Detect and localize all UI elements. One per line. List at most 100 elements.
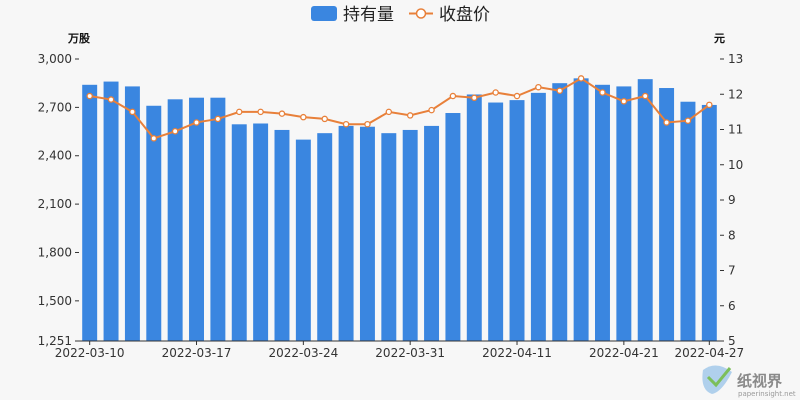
left-axis-unit: 万股 [67, 32, 91, 45]
holdings-bar [167, 99, 183, 341]
holdings-bar [659, 88, 675, 341]
x-tick-label: 2022-03-31 [375, 346, 445, 360]
right-tick-label: 13 [728, 52, 743, 66]
holdings-bar [680, 101, 696, 342]
x-tick-label: 2022-03-10 [55, 346, 125, 360]
watermark-title: 纸视界 [737, 372, 782, 390]
price-line-path [89, 77, 710, 140]
holdings-bar [381, 133, 397, 341]
price-point [171, 128, 179, 135]
right-tick-label: 8 [728, 228, 736, 242]
watermark-logo-icon [702, 365, 732, 394]
price-point [321, 115, 328, 123]
price-point [641, 92, 649, 100]
price-series [86, 75, 713, 142]
left-tick-label: 3,000 [38, 52, 72, 66]
left-tick-label: 1,251 [38, 334, 72, 348]
right-tick-label: 9 [728, 193, 736, 207]
legend-label-price: 收盘价 [439, 5, 490, 25]
holdings-bar [124, 86, 140, 342]
legend: 持有量 收盘价 [311, 5, 490, 25]
left-tick-label: 2,400 [38, 149, 72, 163]
price-point [492, 89, 499, 96]
price-point [86, 92, 93, 100]
price-point [684, 117, 692, 124]
holdings-bar [103, 81, 119, 341]
price-point [620, 98, 628, 105]
holdings-bar [210, 97, 226, 341]
price-point [706, 101, 713, 109]
holdings-bar [595, 84, 610, 341]
holdings-bar [146, 105, 162, 341]
price-point [599, 89, 606, 96]
holdings-bar [637, 79, 653, 342]
price-point [535, 83, 542, 91]
holdings-bar [402, 129, 418, 341]
x-tick-label: 2022-03-24 [268, 346, 338, 360]
legend-swatch-price-dot [415, 8, 427, 19]
price-point [129, 108, 136, 116]
price-point [364, 120, 371, 128]
holdings-bar [530, 92, 546, 341]
price-point [235, 108, 243, 116]
x-tick-label: 2022-04-11 [482, 346, 552, 360]
price-point [107, 96, 115, 103]
right-tick-label: 6 [728, 299, 736, 313]
holdings-bar [701, 104, 717, 342]
x-tick-label: 2022-04-27 [674, 346, 744, 360]
left-axis-ticks: 1,251 1,500 1,800 2,100 2,400 2,700 3,000 [38, 52, 79, 348]
holdings-bar [253, 123, 269, 342]
price-point [193, 119, 200, 126]
right-tick-label: 5 [728, 334, 736, 348]
legend-label-holdings: 持有量 [343, 5, 394, 25]
holdings-bar [82, 84, 98, 341]
watermark: 纸视界 paperinsight.net [702, 365, 796, 398]
price-point [257, 108, 264, 116]
right-tick-label: 7 [728, 264, 736, 278]
x-tick-label: 2022-04-21 [589, 346, 659, 360]
watermark-subtitle: paperinsight.net [738, 390, 796, 398]
price-point [556, 87, 564, 94]
right-tick-label: 10 [728, 158, 743, 172]
price-point [471, 94, 478, 102]
right-axis-ticks: 5 6 7 8 9 10 11 12 13 [720, 52, 743, 348]
holdings-bar [445, 113, 461, 341]
right-axis-unit: 元 [714, 32, 725, 45]
left-tick-label: 1,500 [38, 294, 72, 308]
right-tick-label: 11 [728, 123, 743, 137]
x-axis-ticks: 2022-03-10 2022-03-17 2022-03-24 2022-03-31… [55, 341, 744, 360]
left-tick-label: 2,100 [38, 197, 72, 211]
holdings-bar [573, 78, 589, 341]
price-point [385, 108, 393, 116]
holdings-bar [552, 83, 568, 342]
legend-swatch-holdings [311, 6, 337, 21]
right-tick-label: 12 [728, 87, 743, 101]
price-point [577, 75, 585, 82]
price-point [342, 120, 350, 128]
holdings-bar [488, 102, 504, 341]
price-point [300, 113, 307, 121]
holdings-bar [317, 133, 333, 341]
holdings-bar [466, 94, 482, 341]
holdings-bars [82, 78, 717, 342]
price-point [150, 135, 158, 142]
holdings-bar [616, 86, 632, 342]
holdings-bar [274, 129, 290, 341]
holdings-bar [231, 124, 247, 341]
price-point [663, 119, 670, 126]
price-point [513, 92, 521, 100]
left-tick-label: 2,700 [38, 100, 72, 114]
price-point [278, 110, 286, 117]
holdings-bar [509, 100, 525, 341]
holdings-bar [424, 125, 440, 341]
x-tick-label: 2022-03-17 [162, 346, 232, 360]
holdings-bar [295, 139, 311, 341]
price-point [406, 112, 414, 119]
holdings-bar [189, 97, 204, 341]
left-tick-label: 1,800 [38, 245, 72, 259]
price-point [214, 115, 222, 123]
price-point [428, 106, 435, 114]
holdings-bar [359, 126, 375, 342]
price-point [449, 92, 457, 100]
